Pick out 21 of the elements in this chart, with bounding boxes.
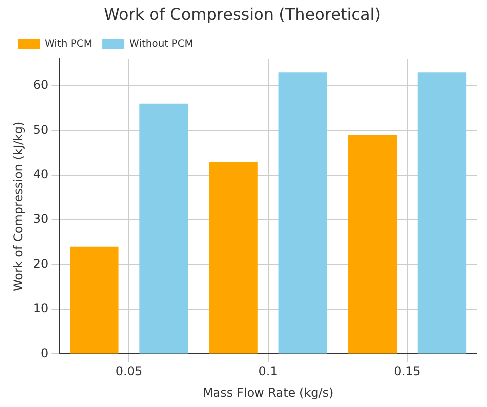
x-axis-title: Mass Flow Rate (kg/s) [202,386,334,400]
y-tick-label: 20 [33,256,49,271]
legend-label: Without PCM [130,38,194,50]
x-tick-label: 0.1 [258,364,278,379]
chart-title: Work of Compression (Theoretical) [104,4,381,24]
bar [70,246,119,354]
bar [348,135,398,354]
y-axis-title: Work of Compression (kJ/kg) [11,122,26,292]
bar [209,162,258,354]
y-tick-label: 10 [33,302,49,316]
bar [418,72,467,354]
x-tick-label: 0.05 [116,364,143,379]
y-tick-label: 30 [33,212,49,226]
y-tick-label: 50 [33,122,49,137]
y-tick-label: 0 [41,346,49,360]
bar [140,104,188,354]
x-tick-label: 0.15 [394,364,421,379]
y-tick-label: 60 [33,78,49,92]
y-tick-label: 40 [33,168,49,182]
bar [278,72,328,354]
legend-label: With PCM [45,38,93,50]
